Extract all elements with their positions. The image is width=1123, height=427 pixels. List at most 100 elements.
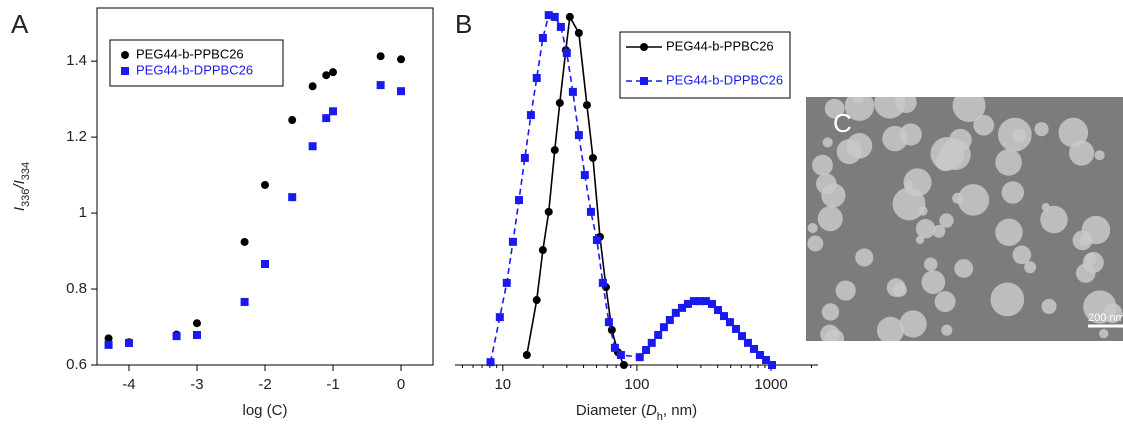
- marker: [329, 68, 338, 77]
- x-tick-label: 10: [494, 376, 511, 393]
- y-axis-label-part: I: [11, 207, 28, 211]
- particle: [934, 291, 956, 313]
- marker: [240, 237, 249, 246]
- marker: [750, 344, 759, 353]
- marker: [532, 296, 541, 305]
- panel-label: A: [11, 9, 29, 39]
- marker: [588, 153, 597, 162]
- marker: [376, 81, 385, 90]
- marker: [288, 116, 297, 125]
- marker: [288, 193, 297, 202]
- particle: [835, 280, 856, 301]
- marker: [713, 306, 722, 315]
- particle: [1012, 245, 1032, 265]
- particle: [1024, 261, 1037, 274]
- particle: [817, 206, 843, 232]
- marker: [397, 55, 406, 64]
- marker: [725, 318, 734, 327]
- particle: [807, 235, 824, 252]
- y-axis-label-part: 336: [20, 189, 32, 207]
- particle: [995, 149, 1022, 176]
- x-axis-label-part: , nm): [663, 402, 697, 419]
- marker: [538, 246, 547, 255]
- marker: [731, 324, 740, 333]
- marker: [397, 87, 406, 96]
- marker: [586, 207, 595, 216]
- legend-marker: [121, 51, 129, 59]
- marker: [520, 153, 529, 162]
- scale-bar-label: 200 nm: [1088, 312, 1123, 324]
- marker: [610, 343, 619, 352]
- marker: [514, 196, 523, 205]
- marker: [376, 52, 385, 61]
- particle: [957, 184, 990, 216]
- x-tick-label: -4: [122, 376, 135, 393]
- x-axis-label: Diameter (Dh, nm): [576, 402, 697, 423]
- x-axis-label-part: Diameter (: [576, 402, 646, 419]
- marker: [508, 237, 517, 246]
- marker: [720, 312, 729, 321]
- marker: [261, 180, 269, 189]
- marker: [538, 33, 547, 42]
- particle: [1075, 263, 1096, 283]
- particle: [821, 183, 846, 208]
- marker: [550, 12, 559, 21]
- marker: [556, 22, 565, 31]
- particle: [954, 259, 974, 278]
- marker: [642, 346, 651, 355]
- marker: [604, 318, 613, 327]
- legend-label: PEG44-b-DPPBC26: [666, 72, 783, 87]
- particle: [824, 98, 845, 119]
- particle: [820, 324, 840, 341]
- legend-box: [619, 31, 791, 99]
- particles: [807, 97, 1123, 341]
- particle: [1058, 117, 1089, 148]
- marker: [574, 28, 583, 37]
- particle: [1041, 298, 1057, 314]
- particle: [997, 117, 1032, 152]
- particle: [973, 114, 995, 136]
- marker: [654, 331, 663, 340]
- y-axis-label-part: 334: [20, 162, 32, 180]
- particle: [918, 206, 928, 216]
- particle: [952, 97, 986, 123]
- marker: [582, 101, 591, 110]
- particle: [846, 133, 873, 159]
- particle: [876, 316, 905, 341]
- legend-marker: [640, 43, 648, 51]
- marker: [671, 308, 680, 317]
- marker: [104, 334, 113, 343]
- y-axis-label: I336/I334: [11, 162, 32, 211]
- marker: [192, 319, 201, 328]
- particle: [899, 123, 922, 146]
- y-axis-label-part: /I: [11, 180, 28, 189]
- marker: [555, 98, 564, 107]
- marker: [104, 340, 113, 349]
- particle: [904, 179, 913, 189]
- y-tick-label: 1.4: [66, 52, 87, 69]
- particle: [1081, 215, 1111, 245]
- particle: [807, 222, 818, 234]
- legend-marker: [640, 77, 648, 85]
- marker: [580, 171, 589, 180]
- marker: [708, 299, 717, 308]
- panel-label: B: [455, 9, 472, 39]
- particle: [915, 219, 936, 239]
- marker: [544, 207, 553, 216]
- particle: [1001, 181, 1024, 204]
- marker: [647, 338, 656, 347]
- x-tick-label: -1: [326, 376, 339, 393]
- marker: [738, 332, 747, 341]
- marker: [502, 278, 511, 287]
- particle: [844, 97, 875, 121]
- x-tick-label: 0: [397, 376, 405, 393]
- particle: [1099, 329, 1109, 339]
- marker: [592, 236, 601, 245]
- particle: [852, 97, 864, 103]
- particle: [821, 303, 840, 321]
- marker: [659, 323, 668, 332]
- y-tick-label: 1: [79, 204, 87, 221]
- x-axis-label-part: h: [657, 411, 663, 423]
- marker: [526, 111, 535, 120]
